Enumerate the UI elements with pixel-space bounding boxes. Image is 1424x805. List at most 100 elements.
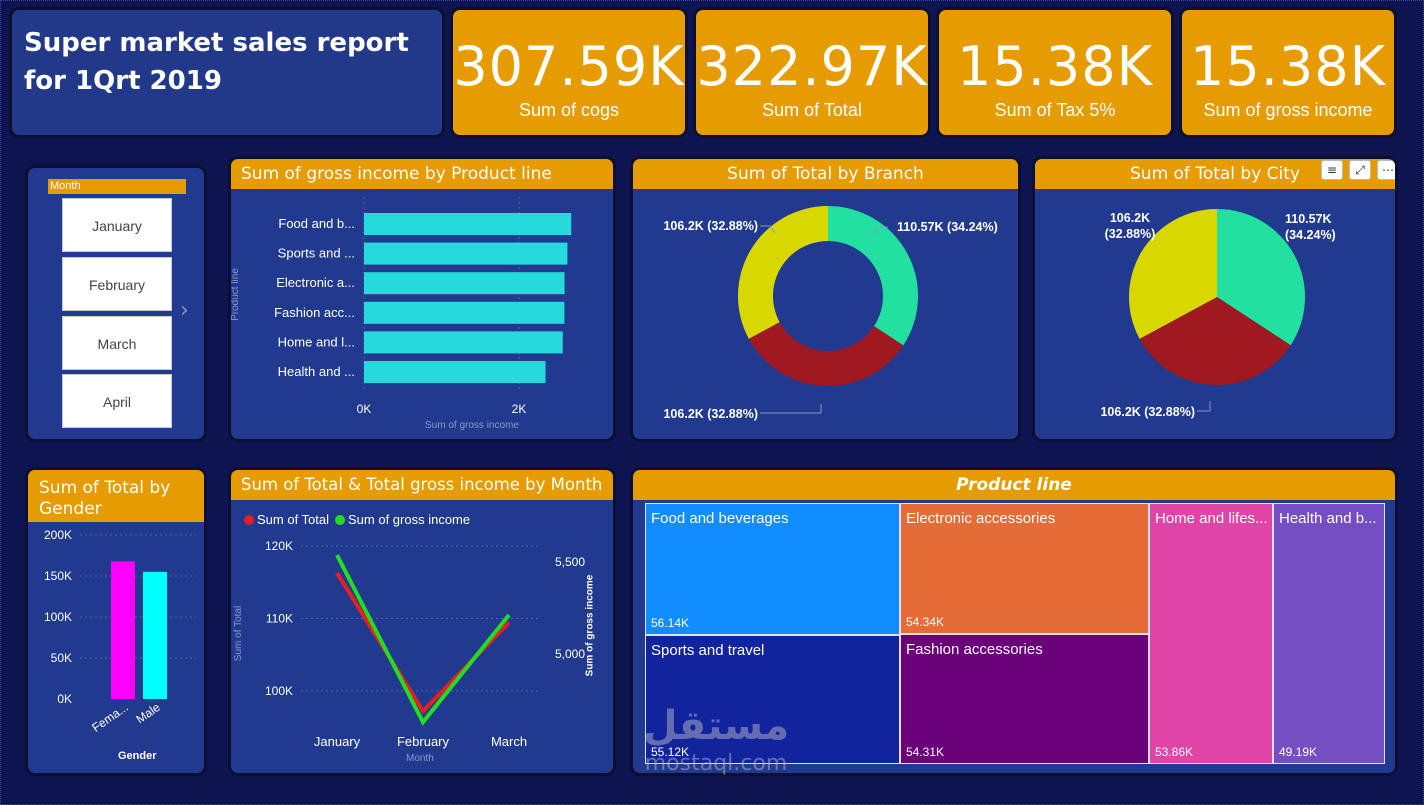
series-line-income xyxy=(335,554,511,726)
pie-slice xyxy=(1129,209,1217,339)
pie-slice xyxy=(1139,297,1291,386)
y-tick-label: Home and l... xyxy=(278,334,355,349)
bar xyxy=(364,242,568,265)
kpi-label: Sum of gross income xyxy=(1203,100,1373,120)
slicer-item-april[interactable]: April xyxy=(62,374,172,428)
kpi-card-gross-income: 15.38K Sum of gross income xyxy=(1179,7,1397,138)
gender-bar-chart: Sum of Total by Gender 0K 50K 100K 150K 200K… xyxy=(25,467,207,776)
tile-label: Food and beverages xyxy=(651,510,789,527)
slicer-item-january[interactable]: January xyxy=(62,198,172,252)
y-tick-label: 200K xyxy=(44,528,72,542)
city-pie-svg: 110.57K (34.24%) 106.2K (32.88%) 106.2K (32.… xyxy=(1100,209,1336,419)
month-slicer: Month January February March April › xyxy=(25,165,207,442)
slicer-item-february[interactable]: February xyxy=(62,257,172,311)
branch-donut-svg: 110.57K (34.24%) 106.2K (32.88%) 106.2K (3… xyxy=(663,206,998,421)
treemap-tile-electronic[interactable]: Electronic accessories 54.34K xyxy=(900,503,1149,634)
bar xyxy=(143,571,167,699)
branch-donut-chart: Sum of Total by Branch 110.57K (34.24%) 1… xyxy=(630,156,1021,442)
title-card: Super market sales report for 1Qrt 2019 xyxy=(9,7,445,138)
chart-title: Sum of Total & Total gross income by Mon… xyxy=(231,470,613,500)
slice-label: 106.2K (32.88%) xyxy=(663,407,758,421)
kpi-label: Sum of Total xyxy=(762,100,862,120)
kpi-label: Sum of cogs xyxy=(518,100,620,120)
y-axis-left-label: Sum of Total xyxy=(233,605,245,662)
treemap-tile-health[interactable]: Health and b... 49.19K xyxy=(1273,503,1385,764)
kpi-label: Sum of Tax 5% xyxy=(994,100,1116,120)
y-tick-label: 50K xyxy=(51,651,72,665)
y-tick-label: Sports and ... xyxy=(278,246,355,261)
slicer-item-march[interactable]: March xyxy=(62,316,172,370)
kpi-value: 307.59K xyxy=(453,35,685,98)
y-axis-label: Product line xyxy=(229,268,241,321)
pie-slice xyxy=(1217,209,1305,346)
leader-line xyxy=(760,225,776,234)
y-right-tick-label: 5,000 xyxy=(555,647,585,661)
legend-income-icon xyxy=(335,515,345,525)
slice-label: 110.57K (34.24%) xyxy=(1285,212,1336,242)
y-tick-label: Fashion acc... xyxy=(274,305,355,320)
x-axis-label: Sum of gross income xyxy=(425,420,519,431)
treemap-tile-home[interactable]: Home and lifes... 53.86K xyxy=(1149,503,1273,764)
tile-label: Sports and travel xyxy=(651,642,765,659)
product-line-chart: Sum of gross income by Product line 0K 2K… xyxy=(228,156,616,442)
month-line-svg: 100K 110K 120K 5,000 5,500 January February Mar… xyxy=(265,539,585,749)
treemap-tile-fashion[interactable]: Fashion accessories 54.31K xyxy=(900,634,1149,764)
slice-label: 106.2K (32.88%) xyxy=(1105,211,1156,241)
pie-slice xyxy=(748,322,904,387)
series-line-total xyxy=(335,571,511,715)
x-tick-label: February xyxy=(397,734,450,749)
tile-value: 54.34K xyxy=(906,615,945,629)
y-right-tick-label: 5,500 xyxy=(555,555,585,569)
y-tick-label: 150K xyxy=(44,569,72,583)
month-line-chart: Sum of Total & Total gross income by Mon… xyxy=(228,467,616,776)
x-tick-label: January xyxy=(314,734,361,749)
chart-title: Sum of Total by Gender xyxy=(28,470,204,522)
bar xyxy=(364,331,563,354)
pie-slice xyxy=(738,206,828,339)
tile-value: 49.19K xyxy=(1279,745,1318,759)
bar xyxy=(364,301,565,324)
chevron-right-icon[interactable]: › xyxy=(180,298,189,323)
x-tick-label: Fema... xyxy=(89,700,130,735)
slice-label: 106.2K (32.88%) xyxy=(1100,405,1195,419)
treemap-tile-sports[interactable]: Sports and travel 55.12K xyxy=(645,635,900,764)
bar xyxy=(111,561,135,699)
y-tick-label: 120K xyxy=(265,539,293,553)
y-axis-right-label: Sum of gross income xyxy=(584,574,596,677)
tile-value: 55.12K xyxy=(651,745,690,759)
slicer-header: Month xyxy=(48,179,186,194)
tile-label: Health and b... xyxy=(1279,510,1377,527)
slice-label: 106.2K (32.88%) xyxy=(663,219,758,233)
tile-value: 54.31K xyxy=(906,745,945,759)
legend-income-label: Sum of gross income xyxy=(348,512,471,527)
product-line-treemap: Product line Food and beverages 56.14K S… xyxy=(630,467,1398,776)
slice-label: 110.57K (34.24%) xyxy=(897,220,998,234)
tile-label: Electronic accessories xyxy=(906,510,1056,527)
bar xyxy=(364,272,565,295)
y-tick-label: 110K xyxy=(266,612,293,626)
kpi-card-tax: 15.38K Sum of Tax 5% xyxy=(936,7,1174,138)
product-bar-svg: 0K 2K Food and b... Sports and ... Electroni… xyxy=(274,197,572,416)
bar xyxy=(364,213,572,235)
treemap-tile-food[interactable]: Food and beverages 56.14K xyxy=(645,503,900,635)
kpi-value: 15.38K xyxy=(1189,35,1386,98)
leader-line xyxy=(872,226,888,235)
more-options-icon[interactable]: ⋯ xyxy=(1377,160,1395,180)
y-tick-label: 0K xyxy=(57,692,72,706)
y-tick-label: Health and ... xyxy=(278,364,355,379)
kpi-card-cogs: 307.59K Sum of cogs xyxy=(450,7,688,138)
chart-title: Product line xyxy=(633,470,1395,500)
y-tick-label: Electronic a... xyxy=(276,275,355,290)
x-axis-label: Month xyxy=(406,753,434,764)
tile-value: 53.86K xyxy=(1155,745,1194,759)
filter-icon[interactable]: ≡ xyxy=(1321,160,1343,180)
focus-mode-icon[interactable]: ⤢ xyxy=(1349,160,1371,180)
x-tick-label: 0K xyxy=(357,402,372,416)
tile-label: Home and lifes... xyxy=(1155,510,1268,527)
chart-title: Sum of Total by Branch xyxy=(633,159,1018,189)
tile-label: Fashion accessories xyxy=(906,641,1043,658)
gender-bar-svg: 0K 50K 100K 150K 200K Fema... Male xyxy=(44,528,196,735)
legend-total-icon xyxy=(244,515,254,525)
tile-value: 56.14K xyxy=(651,616,690,630)
pie-slice xyxy=(828,206,918,346)
